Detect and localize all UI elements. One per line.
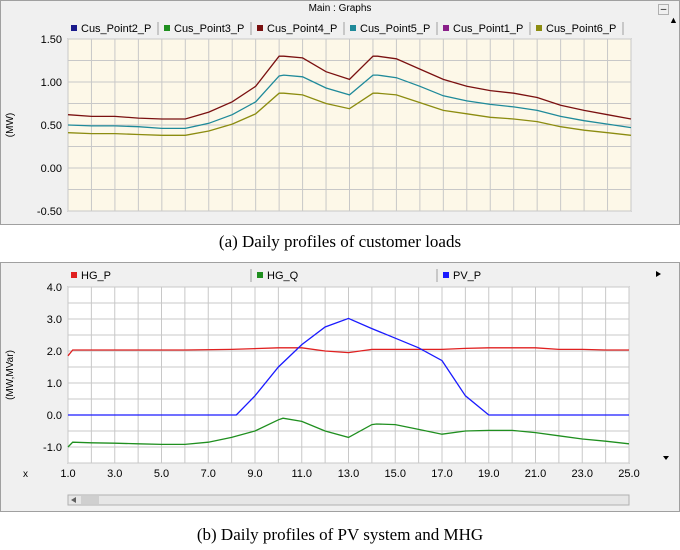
series-line-cus-point5-p (67, 74, 632, 130)
minimize-button[interactable]: – (658, 4, 669, 15)
legend-label: Cus_Point2_P (81, 23, 151, 35)
legend-swatch (257, 25, 263, 31)
x-tick-label: 25.0 (618, 468, 639, 480)
series-line-pv-p (68, 317, 629, 416)
scroll-down-icon[interactable] (663, 456, 669, 460)
caption-a: (a) Daily profiles of customer loads (218, 232, 462, 251)
x-tick-label: 19.0 (478, 468, 499, 480)
y-tick-label: -0.50 (37, 206, 62, 218)
legend-swatch (71, 272, 77, 278)
chart-customer-loads: 1.50 1.00 0.50 0.00 -0.50 (MW) Cus_Point2_P Cus… (5, 22, 632, 218)
series-line-hg-q (67, 417, 630, 448)
x-tick-label: 11.0 (291, 468, 312, 480)
x-tick-label: 1.0 (60, 468, 75, 480)
x-tick-label: 13.0 (338, 468, 359, 480)
scroll-left-icon[interactable] (71, 497, 76, 503)
legend-label: HG_P (81, 270, 111, 282)
legend-swatch (443, 272, 449, 278)
series-line-hg-p (67, 347, 629, 357)
chart-pv-mhg: 4.0 3.0 2.0 1.0 0.0 -1.0 (MW,MVar) 1.0 3.0 5.0 7.0… (5, 269, 669, 506)
x-tick-label: 15.0 (385, 468, 406, 480)
y-axis-label: (MW) (5, 113, 16, 137)
legend-swatch (71, 25, 77, 31)
y-tick-label: 0.00 (41, 163, 62, 175)
scroll-up-icon[interactable]: ▲ (669, 15, 678, 25)
scroll-right-icon[interactable] (656, 271, 661, 277)
x-tick-label: 5.0 (154, 468, 169, 480)
legend-label: HG_Q (267, 270, 299, 282)
legend-swatch (536, 25, 542, 31)
legend-bar (68, 22, 631, 34)
legend-label: Cus_Point3_P (174, 23, 244, 35)
y-tick-label: 3.0 (47, 314, 62, 326)
caption-b: (b) Daily profiles of PV system and MHG (196, 525, 484, 544)
series-line-cus-point4-p (67, 55, 632, 120)
x-tick-label: 17.0 (431, 468, 452, 480)
legend-label: Cus_Point5_P (360, 23, 430, 35)
y-tick-label: 0.0 (47, 410, 62, 422)
legend-swatch (350, 25, 356, 31)
legend-label: Cus_Point1_P (453, 23, 523, 35)
y-tick-label: 1.50 (41, 34, 62, 46)
y-tick-label: 1.00 (41, 77, 62, 89)
legend-swatch (257, 272, 263, 278)
x-tick-label: 3.0 (107, 468, 122, 480)
legend-swatch (164, 25, 170, 31)
y-tick-label: 0.50 (41, 120, 62, 132)
scrollbar-thumb[interactable] (81, 496, 99, 504)
series-line-cus-point6-p (67, 92, 632, 136)
x-axis-label: x (23, 469, 28, 480)
x-tick-label: 21.0 (525, 468, 546, 480)
y-tick-label: 2.0 (47, 346, 62, 358)
y-tick-label: 4.0 (47, 282, 62, 294)
y-tick-label: -1.0 (43, 442, 62, 454)
graphs-panel-b: 4.0 3.0 2.0 1.0 0.0 -1.0 (MW,MVar) 1.0 3.0 5.0 7.0… (0, 262, 680, 512)
legend-label: Cus_Point4_P (267, 23, 337, 35)
x-tick-label: 23.0 (572, 468, 593, 480)
legend-bar (68, 269, 629, 281)
x-tick-label: 9.0 (247, 468, 262, 480)
y-axis-label: (MW,MVar) (5, 350, 16, 400)
x-tick-label: 7.0 (201, 468, 216, 480)
window-title: Main : Graphs (1, 1, 679, 17)
legend-swatch (443, 25, 449, 31)
y-tick-label: 1.0 (47, 378, 62, 390)
legend-label: Cus_Point6_P (546, 23, 616, 35)
graphs-window: Main : Graphs – ▲ 1.50 1.00 0.50 0.00 -0.50 (… (0, 0, 680, 225)
horizontal-scrollbar[interactable] (67, 494, 630, 506)
legend-label: PV_P (453, 270, 481, 282)
